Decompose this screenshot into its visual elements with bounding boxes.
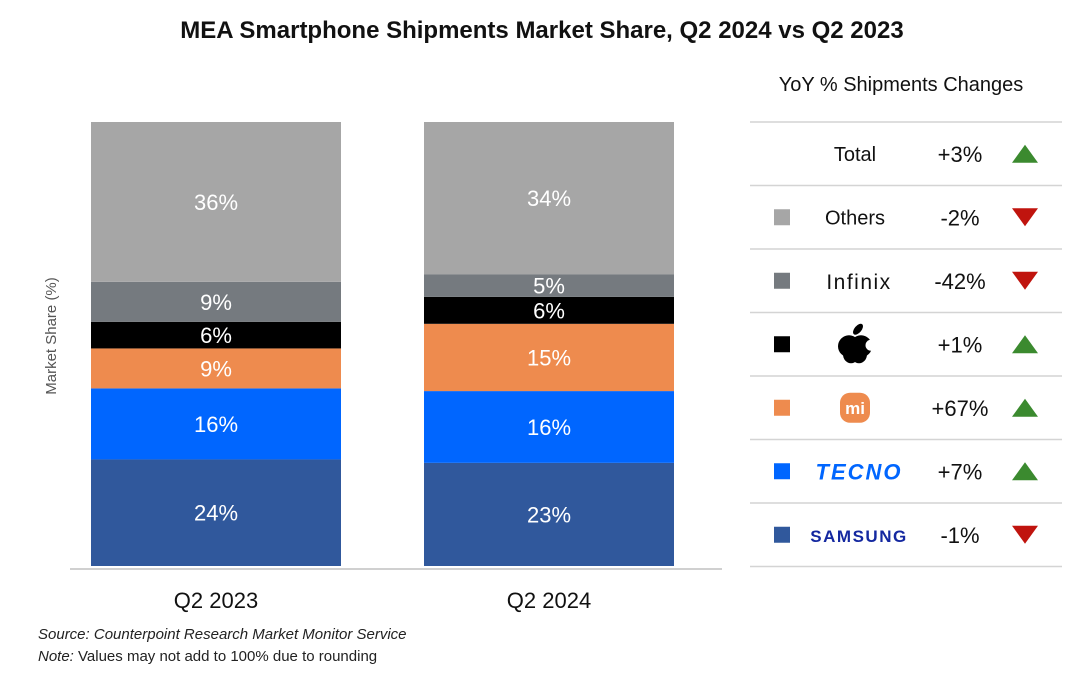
chart-title: MEA Smartphone Shipments Market Share, Q… — [180, 17, 903, 44]
legend-swatch — [774, 463, 790, 480]
data-label: 15% — [527, 345, 571, 370]
down-arrow-icon — [1012, 208, 1038, 227]
yoy-change-value: +1% — [938, 332, 983, 357]
legend-swatch — [774, 272, 790, 289]
table-row: TECNO +7% — [774, 459, 1038, 484]
data-label: 9% — [200, 356, 232, 381]
apple-logo-icon — [838, 323, 877, 364]
bar-segment-samsung-q2-2023 — [91, 459, 341, 566]
yoy-change-value: +67% — [932, 396, 989, 421]
table-row: Others -2% — [774, 205, 1038, 230]
data-label: 6% — [200, 323, 232, 348]
yoy-change-value: -2% — [940, 205, 979, 230]
table-row: SAMSUNG -1% — [774, 523, 1038, 548]
down-arrow-icon — [1012, 271, 1038, 290]
data-label: 5% — [533, 274, 565, 299]
rounding-note: Note: Values may not add to 100% due to … — [38, 648, 377, 665]
yoy-changes-table: Total +3% Others -2% Infinix -42% +1% mi +67% TEC… — [750, 121, 1062, 568]
infinix-logo: Infinix — [826, 271, 891, 294]
data-label: 24% — [194, 501, 238, 526]
up-arrow-icon — [1012, 398, 1038, 417]
x-tick-label: Q2 2023 — [174, 588, 258, 613]
legend-swatch — [774, 399, 790, 416]
table-row: Total +3% — [834, 142, 1038, 167]
data-label: 16% — [527, 415, 571, 440]
bar-segment-samsung-q2-2024 — [424, 462, 674, 566]
bar-segment-apple-q2-2024 — [424, 296, 674, 324]
bar-segment-tecno-q2-2024 — [424, 391, 674, 463]
yoy-change-value: +3% — [938, 142, 983, 167]
up-arrow-icon — [1012, 335, 1038, 354]
data-label: 9% — [200, 290, 232, 315]
table-row: Infinix -42% — [774, 269, 1038, 294]
bar-segment-tecno-q2-2023 — [91, 388, 341, 460]
note-prefix: Note: — [38, 648, 74, 665]
source-note: Source: Counterpoint Research Market Mon… — [38, 626, 407, 643]
bar-stacks: 24%16%9%6%9%36%23%16%15%6%5%34% — [91, 122, 674, 566]
note-text: Values may not add to 100% due to roundi… — [73, 648, 378, 665]
yoy-change-value: +7% — [938, 459, 983, 484]
x-tick-labels: Q2 2023 Q2 2024 — [174, 588, 591, 613]
source-text: Counterpoint Research Market Monitor Ser… — [89, 626, 407, 643]
legend-swatch — [774, 336, 790, 353]
data-label: 16% — [194, 412, 238, 437]
bar-segment-apple-q2-2023 — [91, 321, 341, 349]
bar-segment-xiaomi-q2-2023 — [91, 348, 341, 389]
data-label: 36% — [194, 190, 238, 215]
data-label: 6% — [533, 298, 565, 323]
bar-segment-xiaomi-q2-2024 — [424, 323, 674, 392]
table-header: YoY % Shipments Changes — [779, 74, 1024, 96]
up-arrow-icon — [1012, 144, 1038, 163]
data-label: 23% — [527, 502, 571, 527]
yoy-change-value: -42% — [934, 269, 985, 294]
row-label: Others — [825, 207, 885, 229]
source-prefix: Source: — [38, 626, 90, 643]
legend-swatch — [774, 526, 790, 543]
bar-segment-infinix-q2-2023 — [91, 281, 341, 322]
up-arrow-icon — [1012, 462, 1038, 481]
row-label: Total — [834, 144, 876, 166]
down-arrow-icon — [1012, 525, 1038, 544]
y-axis-label: Market Share (%) — [43, 277, 60, 395]
bar-segment-others-q2-2024 — [424, 122, 674, 275]
x-tick-label: Q2 2024 — [507, 588, 591, 613]
xiaomi-logo-text: mi — [845, 399, 865, 418]
samsung-logo: SAMSUNG — [810, 527, 907, 546]
table-row: +1% — [774, 323, 1038, 364]
legend-swatch — [774, 209, 790, 226]
yoy-change-value: -1% — [940, 523, 979, 548]
table-row: mi +67% — [774, 392, 1038, 423]
data-label: 34% — [527, 186, 571, 211]
tecno-logo: TECNO — [816, 459, 903, 484]
xiaomi-logo-icon — [840, 392, 870, 423]
bar-segment-infinix-q2-2024 — [424, 274, 674, 297]
bar-segment-others-q2-2023 — [91, 122, 341, 282]
